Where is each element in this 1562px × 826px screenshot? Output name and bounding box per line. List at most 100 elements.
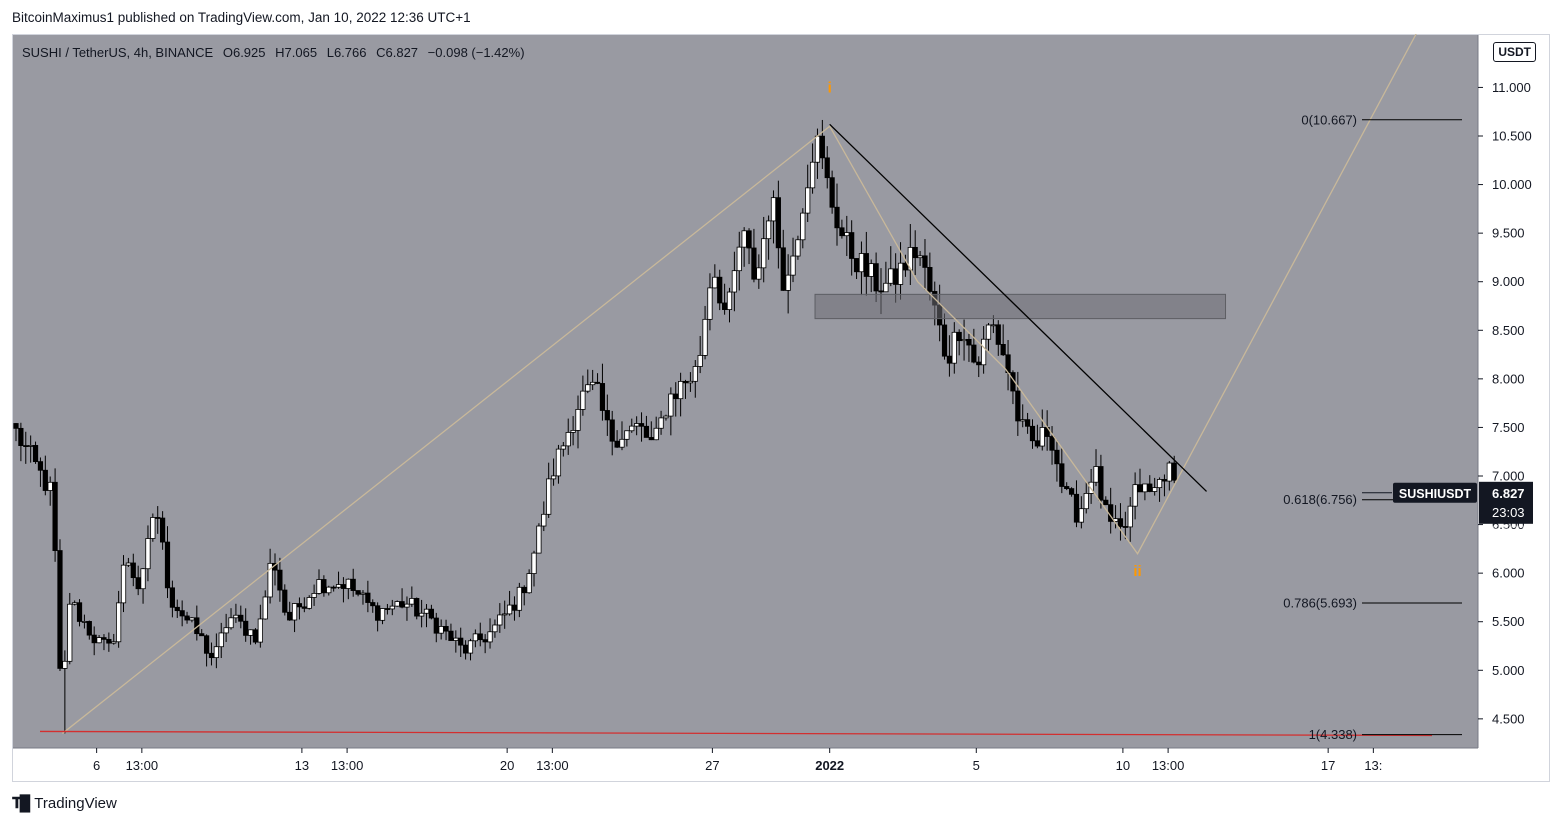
candle-down <box>399 601 405 608</box>
candle-up <box>1093 466 1099 483</box>
candle-up <box>1127 505 1133 528</box>
candle-up <box>213 646 219 659</box>
candle-up <box>189 617 195 621</box>
candle-down <box>819 135 825 159</box>
candle-down <box>296 603 303 608</box>
candle-up <box>629 425 635 432</box>
candle-down <box>1103 499 1109 506</box>
candle-up <box>697 355 703 367</box>
candle-down <box>829 177 835 208</box>
candle-down <box>902 262 909 271</box>
candle-down <box>482 639 488 643</box>
candle-up <box>736 246 742 272</box>
candle-up <box>580 390 586 410</box>
candle-down <box>995 324 1001 345</box>
candle-down <box>912 246 918 259</box>
candle-up <box>247 629 254 636</box>
candle-down <box>76 602 83 622</box>
candle-down <box>340 584 347 589</box>
legend-close-label: C <box>376 45 386 60</box>
candle-up <box>116 602 122 643</box>
candle-up <box>619 438 625 448</box>
fib-level-label: 1(4.338) <box>1309 727 1357 742</box>
y-tick-label: 5.000 <box>1492 663 1525 678</box>
wave-label: i <box>828 79 832 96</box>
legend-open: 6.925 <box>232 45 266 60</box>
x-tick-label: 20 <box>500 758 514 773</box>
candle-down <box>1034 440 1040 447</box>
last-price-tag <box>1479 481 1533 524</box>
candle-up <box>96 637 102 644</box>
y-tick-label: 4.500 <box>1492 711 1525 726</box>
candle-down <box>428 608 434 619</box>
candle-down <box>203 635 210 654</box>
price-chart[interactable]: 4.500 5.000 5.500 6.000 6.500 7.000 7.500 8.000… <box>12 34 1550 782</box>
candle-down <box>599 383 606 411</box>
candle-up <box>409 598 415 605</box>
candle-down <box>184 615 190 621</box>
candle-down <box>18 427 24 446</box>
candle-up <box>585 384 591 392</box>
candle-down <box>160 517 166 543</box>
candle-up <box>472 633 478 642</box>
candle-down <box>433 617 439 634</box>
candle-down <box>638 423 645 427</box>
candle-down <box>287 611 293 621</box>
candle-up <box>858 253 865 273</box>
candle-up <box>467 640 474 654</box>
candle-up <box>590 381 596 386</box>
fib-level-label: 0.618(6.756) <box>1283 492 1357 507</box>
candle-up <box>565 432 571 447</box>
candle-down <box>927 267 933 292</box>
candle-up <box>800 212 806 241</box>
candle-up <box>389 605 395 610</box>
plot-area <box>12 34 1478 748</box>
candle-down <box>780 247 786 291</box>
candle-up <box>72 602 78 605</box>
candle-up <box>663 415 669 419</box>
candle-up <box>228 617 234 629</box>
legend-low-label: L <box>326 45 334 60</box>
candle-down <box>1147 483 1153 492</box>
candle-up <box>707 287 713 320</box>
currency-badge[interactable]: USDT <box>1493 42 1536 62</box>
candle-up <box>492 624 498 633</box>
candle-down <box>155 517 161 519</box>
legend-low: 6.766 <box>333 45 367 60</box>
candle-up <box>345 578 351 589</box>
candle-up <box>550 475 557 480</box>
candle-up <box>28 445 34 447</box>
candle-up <box>150 517 156 539</box>
x-tick-label: 10 <box>1116 758 1130 773</box>
candle-up <box>223 627 229 634</box>
footer-brand: 𝐓█ TradingView <box>12 795 117 812</box>
footer-brand-name: TradingView <box>34 795 117 812</box>
x-tick-label: 13:00 <box>536 758 569 773</box>
candle-down <box>839 227 845 237</box>
candle-up <box>306 597 312 609</box>
y-tick-label: 10.000 <box>1492 177 1532 192</box>
candle-down <box>1161 479 1168 482</box>
candle-down <box>243 620 249 636</box>
candle-up <box>419 612 425 617</box>
candle-up <box>526 573 532 594</box>
x-tick-label: 27 <box>705 758 719 773</box>
candle-down <box>1171 462 1177 481</box>
candle-up <box>546 478 552 515</box>
candle-up <box>951 331 957 364</box>
x-tick-label: 17 <box>1321 758 1335 773</box>
candle-down <box>941 324 948 357</box>
candle-up <box>47 481 53 491</box>
last-price-value: 6.827 <box>1492 486 1525 501</box>
y-tick-label: 7.000 <box>1492 469 1525 484</box>
legend-high-label: H <box>275 45 285 60</box>
candle-up <box>125 562 132 566</box>
candle-up <box>218 632 224 648</box>
candle-up <box>731 270 737 293</box>
candle-up <box>291 603 298 621</box>
candle-up <box>111 641 117 644</box>
x-tick-label: 13 <box>295 758 309 773</box>
candle-down <box>174 606 180 612</box>
candle-up <box>531 552 537 574</box>
y-tick-label: 11.000 <box>1492 80 1531 95</box>
